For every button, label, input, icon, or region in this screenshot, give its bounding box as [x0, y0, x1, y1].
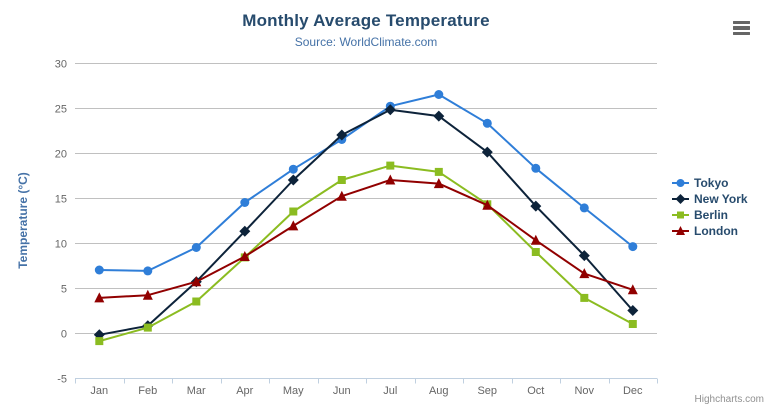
- y-tick-label: 20: [55, 149, 67, 161]
- data-point-berlin-nov[interactable]: [580, 293, 589, 302]
- x-tick-label: Jun: [333, 385, 351, 397]
- legend-item-london[interactable]: London: [672, 223, 748, 239]
- data-point-new-york-may[interactable]: [287, 174, 299, 186]
- series-new-york[interactable]: [93, 104, 639, 341]
- y-tick-label: 5: [61, 284, 67, 296]
- x-tick-label: Dec: [623, 385, 643, 397]
- data-point-new-york-sep[interactable]: [481, 146, 493, 158]
- data-point-london-mar[interactable]: [191, 276, 202, 287]
- series-line-tokyo: [98, 93, 634, 272]
- legend-item-tokyo[interactable]: Tokyo: [672, 175, 748, 191]
- data-point-new-york-aug[interactable]: [433, 110, 445, 122]
- series-line-london: [98, 179, 634, 299]
- square-marker-icon: [672, 211, 689, 219]
- legend-item-new-york[interactable]: New York: [672, 191, 748, 207]
- data-point-berlin-mar[interactable]: [192, 297, 201, 306]
- data-point-berlin-dec[interactable]: [628, 320, 637, 328]
- data-point-berlin-jan[interactable]: [95, 337, 104, 346]
- x-tick-label: Nov: [574, 385, 594, 397]
- diamond-marker-icon: [672, 194, 689, 204]
- data-point-london-jun[interactable]: [336, 190, 347, 201]
- data-point-new-york-apr[interactable]: [239, 225, 251, 237]
- circle-marker-icon: [672, 179, 689, 187]
- data-point-tokyo-aug[interactable]: [434, 90, 444, 99]
- data-point-berlin-may[interactable]: [289, 207, 298, 216]
- x-tick-label: Apr: [236, 385, 253, 397]
- data-point-berlin-jul[interactable]: [386, 161, 395, 170]
- data-point-new-york-oct[interactable]: [530, 200, 542, 212]
- x-tick-label: Aug: [429, 385, 449, 397]
- y-axis-title: Temperature (°C): [16, 172, 30, 269]
- series-tokyo[interactable]: [94, 90, 638, 276]
- chart-context-menu-button[interactable]: [729, 16, 755, 40]
- x-tick-label: Sep: [477, 385, 497, 397]
- series-line-berlin: [98, 164, 634, 343]
- data-point-tokyo-sep[interactable]: [482, 118, 492, 128]
- data-point-london-dec[interactable]: [627, 284, 638, 295]
- data-point-london-sep[interactable]: [482, 199, 493, 210]
- legend-label: Tokyo: [694, 176, 729, 190]
- y-tick-label: 30: [55, 59, 67, 71]
- data-point-tokyo-mar[interactable]: [191, 243, 201, 252]
- y-tick-label: 0: [61, 329, 67, 341]
- y-tick-label: 10: [55, 239, 67, 251]
- x-tick-label: May: [283, 385, 304, 397]
- data-point-tokyo-apr[interactable]: [240, 198, 250, 207]
- data-point-berlin-feb[interactable]: [143, 323, 152, 332]
- x-tick-label: Jul: [383, 385, 397, 397]
- data-point-tokyo-nov[interactable]: [579, 203, 589, 213]
- data-point-tokyo-jan[interactable]: [94, 265, 104, 275]
- x-tick-label: Jan: [90, 385, 108, 397]
- legend-label: London: [694, 224, 738, 238]
- data-point-tokyo-feb[interactable]: [143, 266, 153, 276]
- data-point-tokyo-may[interactable]: [288, 164, 298, 174]
- data-point-london-aug[interactable]: [433, 178, 444, 189]
- data-point-tokyo-dec[interactable]: [628, 242, 638, 252]
- legend-label: New York: [694, 192, 748, 206]
- legend: Tokyo New York Berlin London: [672, 175, 748, 239]
- data-point-london-nov[interactable]: [579, 268, 590, 279]
- y-tick-label: 25: [55, 104, 67, 116]
- data-point-london-feb[interactable]: [142, 289, 153, 300]
- data-point-berlin-oct[interactable]: [531, 248, 540, 256]
- y-tick-label: 15: [55, 194, 67, 206]
- data-point-london-oct[interactable]: [530, 234, 541, 245]
- x-tick-label: Mar: [187, 385, 206, 397]
- data-point-berlin-jun[interactable]: [337, 176, 346, 184]
- series-london[interactable]: [94, 174, 638, 303]
- legend-label: Berlin: [694, 208, 729, 222]
- chart-subtitle: Source: WorldClimate.com: [294, 35, 438, 49]
- data-point-london-jan[interactable]: [94, 292, 105, 303]
- x-tick-label: Oct: [527, 385, 544, 397]
- data-point-new-york-jul[interactable]: [384, 104, 396, 116]
- data-point-tokyo-oct[interactable]: [531, 163, 541, 173]
- x-tick-label: Feb: [138, 385, 157, 397]
- chart-title: Monthly Average Temperature: [242, 11, 490, 30]
- triangle-marker-icon: [672, 226, 689, 235]
- data-point-new-york-jun[interactable]: [336, 129, 348, 141]
- data-point-new-york-dec[interactable]: [627, 305, 639, 316]
- series-line-new-york: [98, 108, 634, 336]
- legend-item-berlin[interactable]: Berlin: [672, 207, 748, 223]
- data-point-london-apr[interactable]: [239, 251, 250, 261]
- data-point-new-york-nov[interactable]: [578, 250, 590, 262]
- data-point-berlin-aug[interactable]: [434, 167, 443, 176]
- data-point-london-jul[interactable]: [385, 174, 396, 185]
- credits-link[interactable]: Highcharts.com: [694, 394, 764, 405]
- data-point-london-may[interactable]: [288, 220, 299, 231]
- y-tick-label: -5: [57, 374, 67, 386]
